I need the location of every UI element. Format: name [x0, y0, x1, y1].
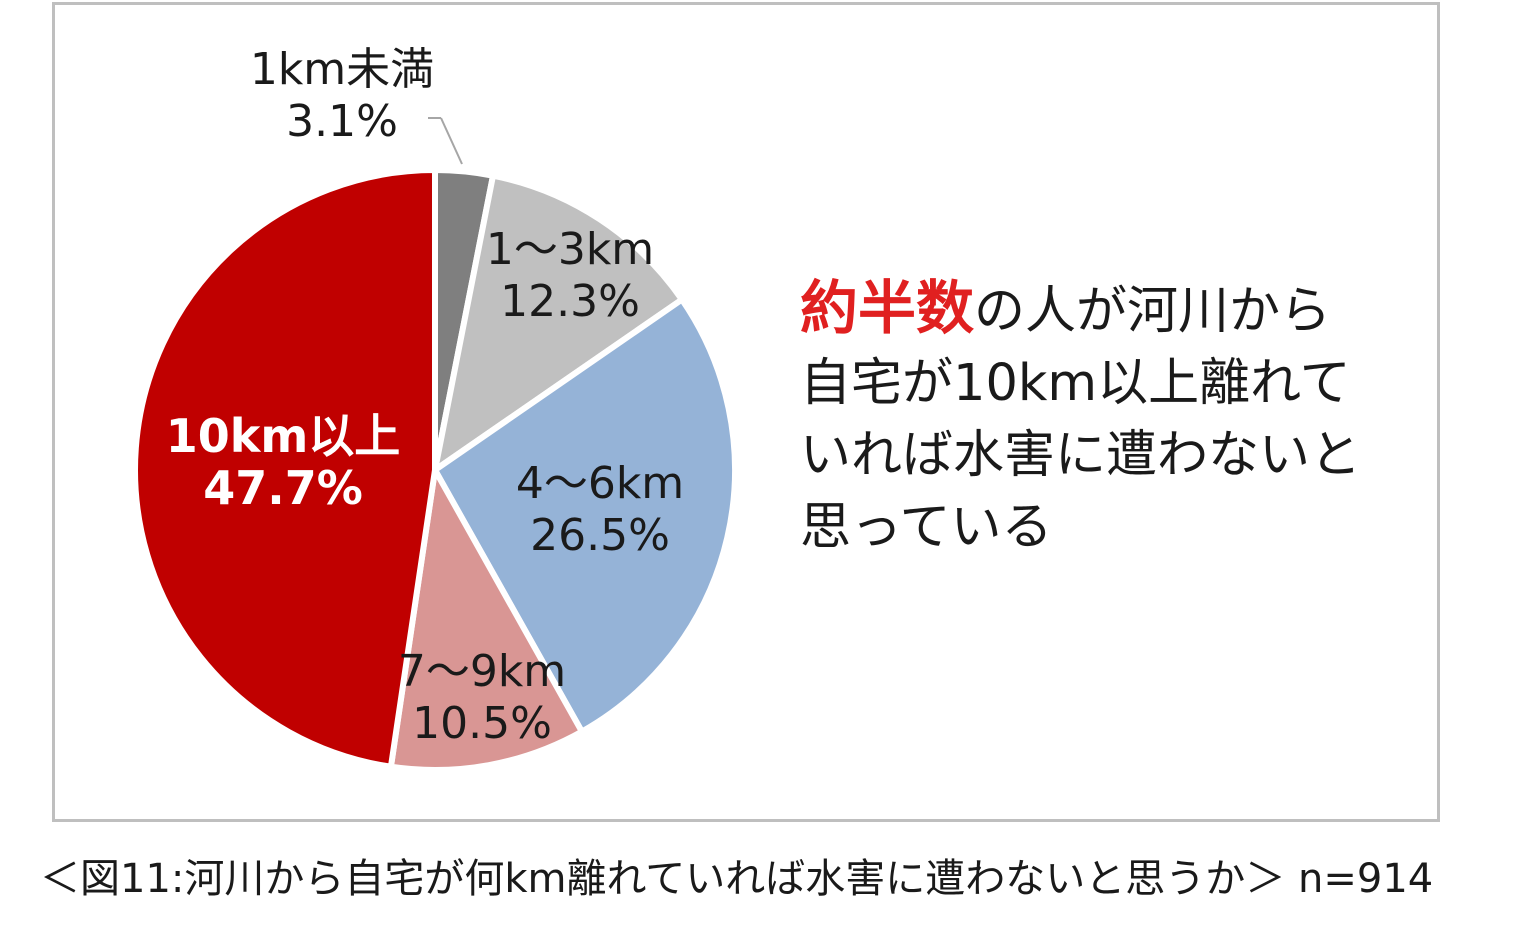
slice-category-label-3: 7〜9km	[398, 646, 566, 697]
slice-value-label-0: 3.1%	[286, 96, 398, 147]
slice-value-label-4: 47.7%	[203, 461, 363, 515]
callout-highlight: 約半数	[800, 274, 975, 342]
figure-caption: ＜図11:河川から自宅が何km離れていれば水害に遭わないと思うか＞ n=914	[40, 856, 1434, 902]
leader-line-1km-miman-bend	[440, 117, 463, 165]
callout-line-1: の人が河川から	[974, 282, 1332, 341]
callout-text: 約半数の人が河川から 自宅が10km以上離れて いれば水害に遭わないと 思ってい…	[800, 272, 1420, 564]
pie-slice-2	[432, 296, 738, 735]
slice-category-label-4: 10km以上	[166, 409, 401, 463]
pie-slice-1	[432, 172, 685, 473]
slice-value-label-2: 26.5%	[530, 510, 670, 561]
callout-line-2: 自宅が10km以上離れて	[800, 354, 1351, 413]
pie-slice-4	[132, 167, 438, 770]
pie-slices	[132, 167, 738, 773]
slice-value-label-1: 12.3%	[500, 276, 640, 327]
callout-line-3: いれば水害に遭わないと	[800, 426, 1362, 485]
slice-category-label-0: 1km未満	[250, 44, 434, 95]
slice-value-label-3: 10.5%	[412, 698, 552, 749]
slice-category-label-1: 1〜3km	[486, 224, 654, 275]
callout-line-4: 思っている	[800, 498, 1053, 557]
chart-frame	[52, 2, 1440, 822]
slice-category-label-2: 4〜6km	[516, 458, 684, 509]
pie-slice-3	[387, 467, 585, 773]
